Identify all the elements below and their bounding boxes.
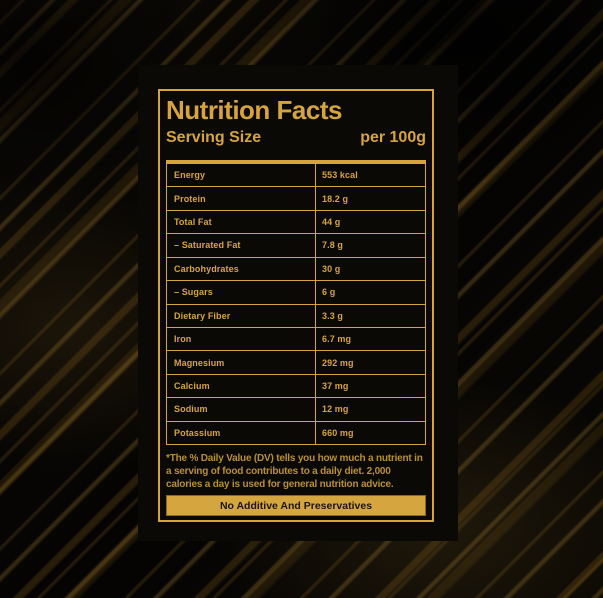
table-row: Magnesium 292 mg bbox=[167, 351, 425, 375]
nutrition-table-body: Energy 553 kcal Protein 18.2 g Total Fat 44 g… bbox=[166, 160, 426, 445]
serving-size-row: Serving Size per 100g bbox=[166, 127, 426, 149]
table-row: Total Fat 44 g bbox=[167, 210, 425, 235]
nutrient-value: 37 mg bbox=[322, 381, 349, 391]
serving-size-value: per 100g bbox=[360, 129, 426, 146]
table-row: Iron 6.7 mg bbox=[167, 327, 425, 352]
table-row: Dietary Fiber 3.3 g bbox=[167, 304, 425, 328]
daily-value-footnote: *The % Daily Value (DV) tells you how mu… bbox=[166, 453, 423, 490]
nutrient-value: 6 g bbox=[322, 287, 336, 298]
nutrient-value: 6.7 mg bbox=[322, 334, 352, 345]
nutrient-value: 3.3 g bbox=[322, 310, 344, 321]
table-row: Potassium 660 mg bbox=[167, 421, 425, 445]
table-row: Carbohydrates 30 g bbox=[167, 257, 425, 282]
nutrient-value: 18.2 g bbox=[322, 193, 349, 204]
nutrient-name: Magnesium bbox=[167, 351, 316, 374]
table-row: – Sugars 6 g bbox=[167, 281, 425, 305]
no-additives-badge: No Additive And Preservatives bbox=[166, 495, 426, 516]
table-row: Sodium 12 mg bbox=[167, 398, 425, 422]
nutrient-value: 30 g bbox=[322, 263, 341, 274]
serving-size-label: Serving Size bbox=[166, 129, 262, 146]
nutrient-name: Carbohydrates bbox=[167, 257, 316, 281]
nutrient-name: Sodium bbox=[167, 398, 316, 421]
nutrient-value: 660 mg bbox=[322, 427, 354, 438]
nutrient-value: 44 g bbox=[322, 217, 341, 228]
nutrient-value: 553 kcal bbox=[322, 170, 358, 181]
nutrient-name: Total Fat bbox=[167, 210, 316, 234]
nutrient-value: 12 mg bbox=[322, 404, 349, 415]
nutrient-name: Calcium bbox=[167, 374, 316, 398]
nutrient-name: Dietary Fiber bbox=[167, 304, 316, 327]
nutrition-facts-title: Nutrition Facts bbox=[166, 95, 342, 125]
table-row: Energy 553 kcal bbox=[167, 164, 425, 188]
table-row: – Saturated Fat 7.8 g bbox=[167, 234, 425, 258]
nutrient-name: Energy bbox=[167, 164, 316, 187]
nutrient-value: 7.8 g bbox=[322, 240, 344, 251]
nutrient-name: Iron bbox=[167, 327, 316, 351]
table-row: Protein 18.2 g bbox=[167, 187, 425, 211]
nutrient-name: – Saturated Fat bbox=[167, 234, 316, 257]
nutrition-label-panel: Nutrition Facts Serving Size per 100g En… bbox=[138, 65, 458, 541]
nutrient-name: Potassium bbox=[167, 421, 316, 445]
gold-border-frame: Nutrition Facts Serving Size per 100g En… bbox=[158, 89, 434, 522]
table-row: Calcium 37 mg bbox=[167, 374, 425, 399]
nutrient-name: Protein bbox=[167, 187, 316, 210]
nutrient-value: 292 mg bbox=[322, 357, 354, 368]
nutrient-name: – Sugars bbox=[167, 281, 316, 304]
